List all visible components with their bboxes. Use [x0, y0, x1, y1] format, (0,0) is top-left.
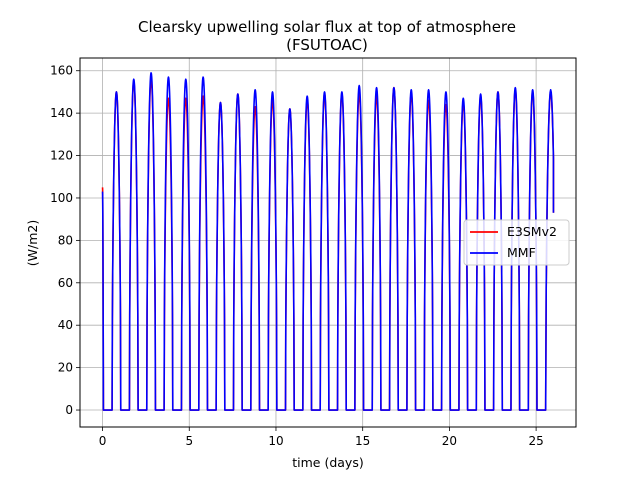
y-tick-label: 160: [50, 64, 73, 78]
x-tick-label: 20: [442, 434, 457, 448]
x-tick-label: 15: [355, 434, 370, 448]
plot-frame: [79, 57, 577, 428]
y-axis-label: (W/m2): [25, 220, 40, 266]
y-tick-label: 60: [58, 276, 73, 290]
y-tick-label: 120: [50, 149, 73, 163]
x-tick-label: 10: [268, 434, 283, 448]
series-lines: [101, 72, 555, 411]
y-tick-label: 0: [65, 403, 73, 417]
chart-title-line1: Clearsky upwelling solar flux at top of …: [138, 18, 516, 36]
y-tick-label: 100: [50, 191, 73, 205]
x-axis-ticks: 0 5 10 15 20 25: [99, 427, 544, 448]
series-line-mmf: [101, 72, 555, 411]
y-tick-label: 80: [58, 233, 73, 247]
legend: E3SMv2 MMF: [463, 219, 570, 266]
x-tick-label: 5: [185, 434, 193, 448]
x-axis-label: time (days): [292, 455, 363, 470]
legend-label-e3smv2: E3SMv2: [507, 224, 557, 239]
y-axis-ticks: 0 20 40 60 80 100 120 140 160: [50, 64, 80, 417]
y-tick-label: 20: [58, 361, 73, 375]
y-tick-label: 40: [58, 318, 73, 332]
legend-label-mmf: MMF: [507, 245, 536, 260]
x-tick-label: 25: [528, 434, 543, 448]
chart-title-line2: (FSUTOAC): [286, 36, 368, 54]
x-tick-label: 0: [99, 434, 107, 448]
y-tick-label: 140: [50, 106, 73, 120]
